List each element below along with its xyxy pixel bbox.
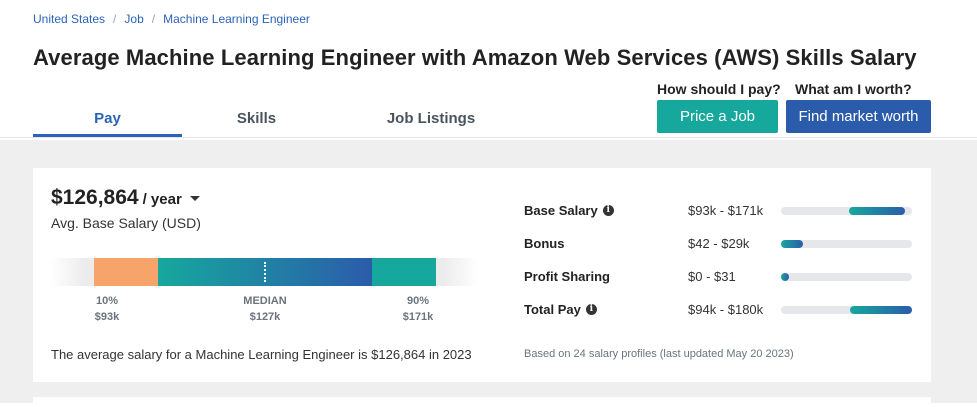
breakdown-track [781,273,912,281]
percentile-10-label: 10% [95,295,119,307]
breakdown-label: Profit Sharing [524,269,610,284]
percentile-10-value: $93k [94,311,120,323]
breakdown-track [781,207,912,215]
info-icon[interactable]: i [585,304,597,315]
salary-range-bar [51,258,478,286]
percentile-90-value: $171k [402,311,434,323]
range-segment-low [94,258,158,286]
breakdown-row-total-pay: Total Pay i $94k - $180k [524,302,924,320]
find-market-worth-button[interactable]: Find market worth [786,100,931,133]
info-icon[interactable]: i [602,205,614,216]
price-a-job-button[interactable]: Price a Job [657,100,778,133]
salary-summary-sentence: The average salary for a Machine Learnin… [51,347,472,362]
tab-skills[interactable]: Skills [236,110,277,127]
breakdown-track [781,240,912,248]
worth-question-label: What am I worth? [795,81,912,97]
breadcrumb: United States / Job / Machine Learning E… [33,12,310,26]
breakdown-label: Bonus [524,236,565,251]
tab-pay[interactable]: Pay [33,104,182,137]
breadcrumb-separator: / [151,12,156,26]
percentile-90: 90% $171k [398,293,438,325]
breakdown-fill [781,240,804,248]
breakdown-range: $0 - $31 [688,269,736,284]
breadcrumb-job[interactable]: Job [124,12,144,26]
page-header: United States / Job / Machine Learning E… [0,0,977,140]
breakdown-label: Base Salary i [524,203,614,218]
breadcrumb-separator: / [113,12,117,26]
data-source-footnote: Based on 24 salary profiles (last update… [524,348,794,360]
range-segment-high [372,258,436,286]
median-label: MEDIAN [243,295,287,307]
page-title: Average Machine Learning Engineer with A… [33,45,917,70]
salary-amount: $126,864 [51,186,139,209]
tab-bar: Pay Skills Job Listings [33,104,531,137]
breakdown-range: $94k - $180k [688,302,764,317]
median-value: $127k [249,311,281,323]
breakdown-range: $42 - $29k [688,236,750,251]
breakdown-row-bonus: Bonus $42 - $29k [524,236,924,254]
breakdown-fill [849,207,906,215]
salary-card: $126,864 / year Avg. Base Salary (USD) 1… [33,168,931,382]
percentile-median: MEDIAN $127k [235,293,295,325]
breadcrumb-job-title[interactable]: Machine Learning Engineer [163,12,310,26]
period-dropdown-icon[interactable] [189,196,200,201]
breakdown-fill [781,273,789,281]
salary-period: / year [142,191,182,208]
percentile-10: 10% $93k [87,293,127,325]
breakdown-range: $93k - $171k [688,203,764,218]
header-divider [0,137,977,138]
breakdown-row-profit-sharing: Profit Sharing $0 - $31 [524,269,924,287]
breadcrumb-country[interactable]: United States [33,12,106,26]
next-card [33,397,931,407]
breakdown-fill [850,306,912,314]
breakdown-track [781,306,912,314]
tab-job-listings[interactable]: Job Listings [386,110,476,127]
salary-label: Avg. Base Salary (USD) [51,215,201,231]
breakdown-label: Total Pay i [524,302,597,317]
median-marker [264,262,266,282]
percentile-90-label: 90% [406,295,430,307]
salary-summary: $126,864 / year [51,186,200,210]
pay-question-label: How should I pay? [657,81,781,97]
breakdown-row-base-salary: Base Salary i $93k - $171k [524,203,924,221]
